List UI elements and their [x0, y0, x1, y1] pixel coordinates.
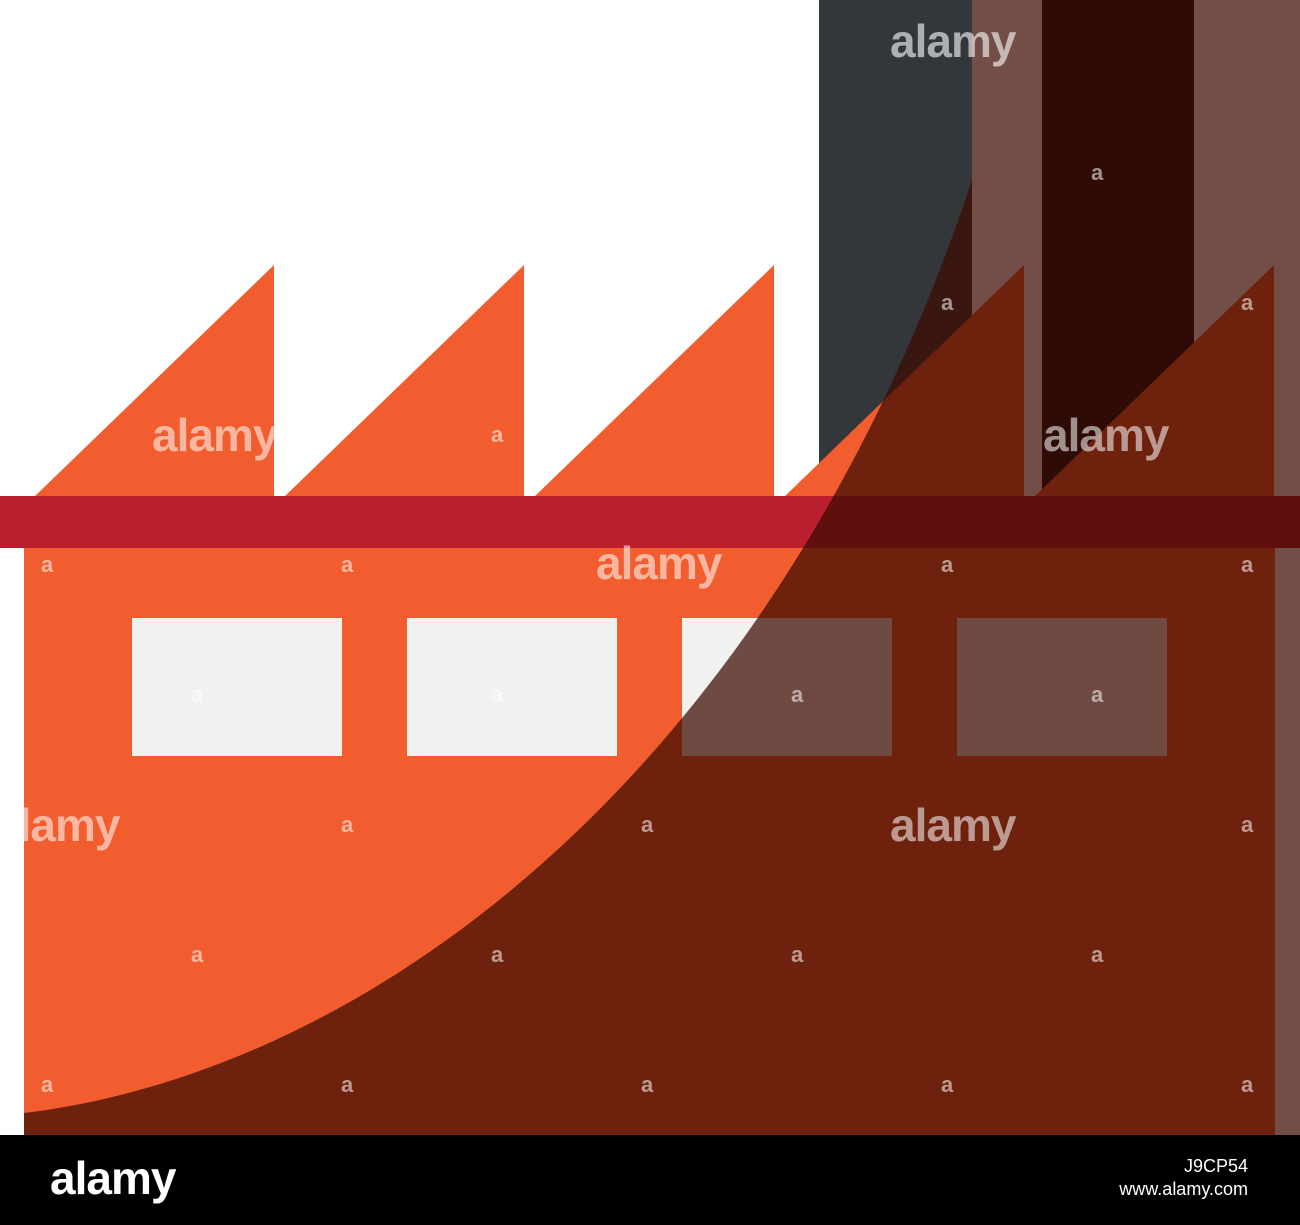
footer-bar: alamy J9CP54 www.alamy.com — [0, 1135, 1300, 1225]
alamy-logo: alamy — [50, 1152, 176, 1204]
image-id: J9CP54 — [1183, 1156, 1248, 1176]
roof-tooth-3 — [534, 265, 774, 497]
site-url: www.alamy.com — [1119, 1179, 1248, 1200]
factory-illustration — [0, 0, 1300, 1135]
window-2 — [407, 618, 617, 756]
footer-meta: J9CP54 www.alamy.com — [1119, 1155, 1248, 1202]
window-1 — [132, 618, 342, 756]
roof-tooth-1 — [34, 265, 274, 497]
shadow-overlay — [24, 0, 1300, 1135]
roof-tooth-2 — [284, 265, 524, 497]
